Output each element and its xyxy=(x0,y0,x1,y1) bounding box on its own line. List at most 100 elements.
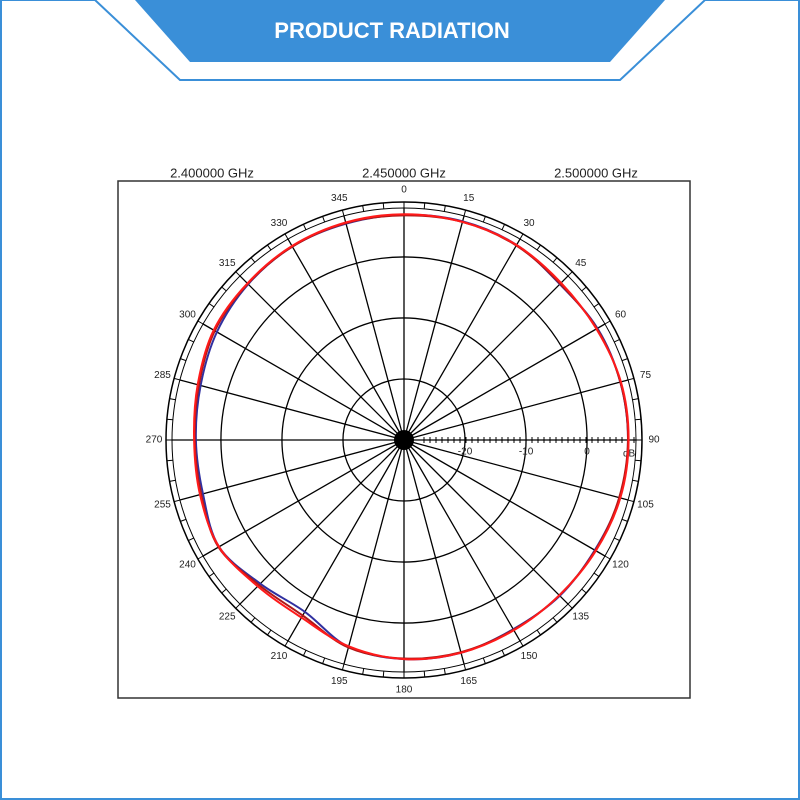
ring-tick xyxy=(443,668,446,675)
ring-tick xyxy=(621,358,628,362)
frame-line xyxy=(94,0,706,81)
ring-tick xyxy=(341,663,345,671)
ring-tick xyxy=(180,518,187,522)
r-tick-label: 0 xyxy=(584,447,590,458)
angle-label: 105 xyxy=(637,499,654,510)
ring-tick xyxy=(341,209,345,217)
ring-tick xyxy=(552,257,558,263)
ring-tick xyxy=(322,657,326,664)
ring-tick xyxy=(235,271,241,277)
angle-label: 0 xyxy=(401,185,407,196)
ring-tick xyxy=(250,617,256,623)
ring-tick xyxy=(267,629,272,636)
ring-tick xyxy=(567,271,573,277)
frame-line xyxy=(705,0,800,800)
angle-label: 30 xyxy=(523,218,535,229)
ring-tick xyxy=(604,320,611,325)
angle-label: 225 xyxy=(219,611,236,622)
ring-tick xyxy=(635,418,642,421)
spoke xyxy=(202,323,405,441)
spoke xyxy=(403,323,606,441)
spoke xyxy=(287,238,405,441)
spoke xyxy=(343,215,405,441)
ring-tick xyxy=(382,671,385,678)
ring-tick xyxy=(519,640,524,647)
angle-label: 120 xyxy=(612,560,629,571)
series-line xyxy=(193,213,630,661)
ring-tick xyxy=(302,650,307,656)
ring-tick xyxy=(632,479,639,482)
spoke xyxy=(403,439,521,642)
angle-label: 15 xyxy=(463,193,475,204)
ring-tick xyxy=(423,202,426,209)
ring-tick xyxy=(501,650,506,656)
angle-label: 345 xyxy=(331,193,348,204)
ring-tick xyxy=(627,377,635,381)
ring-tick xyxy=(362,205,365,212)
spoke xyxy=(403,238,521,441)
ring-tick xyxy=(173,499,181,503)
ring-tick xyxy=(482,657,486,664)
angle-label: 300 xyxy=(179,310,196,321)
spoke xyxy=(343,439,405,665)
ring-tick xyxy=(581,286,587,292)
angle-label: 195 xyxy=(331,676,348,687)
spoke xyxy=(179,439,405,501)
spoke xyxy=(403,439,629,501)
ring-tick xyxy=(593,572,600,577)
spoke xyxy=(239,439,405,605)
series-name: 2.450000 GHz xyxy=(362,165,446,180)
ring-tick xyxy=(169,398,176,401)
angle-label: 255 xyxy=(154,499,171,510)
angle-label: 45 xyxy=(575,258,587,269)
ring-tick xyxy=(180,358,187,362)
ring-tick xyxy=(621,518,628,522)
angle-label: 210 xyxy=(271,651,288,662)
ring-tick xyxy=(284,640,289,647)
angle-label: 285 xyxy=(154,370,171,381)
ring-tick xyxy=(614,537,620,542)
ring-tick xyxy=(284,233,289,240)
ring-tick xyxy=(627,499,635,503)
ring-tick xyxy=(519,233,524,240)
ring-tick xyxy=(567,603,573,609)
ring-tick xyxy=(632,398,639,401)
spoke xyxy=(403,439,569,605)
ring-tick xyxy=(208,572,215,577)
angle-label: 330 xyxy=(271,218,288,229)
ring-tick xyxy=(536,629,541,636)
ring-tick xyxy=(593,303,600,308)
spoke xyxy=(202,439,405,557)
series-name: 2.400000 GHz xyxy=(170,165,254,180)
ring-tick xyxy=(604,555,611,560)
ring-tick xyxy=(302,224,307,230)
angle-label: 240 xyxy=(179,560,196,571)
ring-tick xyxy=(197,555,204,560)
ring-tick xyxy=(581,588,587,594)
spoke xyxy=(403,275,569,441)
ring-tick xyxy=(208,303,215,308)
ring-tick xyxy=(173,377,181,381)
ring-tick xyxy=(221,286,227,292)
ring-tick xyxy=(501,224,506,230)
ring-tick xyxy=(221,588,227,594)
ring-tick xyxy=(166,418,173,421)
ring-tick xyxy=(463,209,467,217)
r-tick-label: -10 xyxy=(519,447,534,458)
header-title: PRODUCT RADIATION xyxy=(274,18,509,43)
ring-tick xyxy=(536,244,541,251)
ring-tick xyxy=(482,216,486,223)
frame-line xyxy=(0,0,95,800)
ring-tick xyxy=(635,459,642,462)
series-name: 2.500000 GHz xyxy=(554,165,638,180)
spoke xyxy=(403,215,465,441)
angle-label: 135 xyxy=(572,611,589,622)
r-unit: dB xyxy=(623,449,636,460)
ring-tick xyxy=(322,216,326,223)
ring-tick xyxy=(614,338,620,343)
ring-tick xyxy=(382,202,385,209)
spoke xyxy=(239,275,405,441)
center-dot xyxy=(394,430,414,450)
spoke xyxy=(287,439,405,642)
